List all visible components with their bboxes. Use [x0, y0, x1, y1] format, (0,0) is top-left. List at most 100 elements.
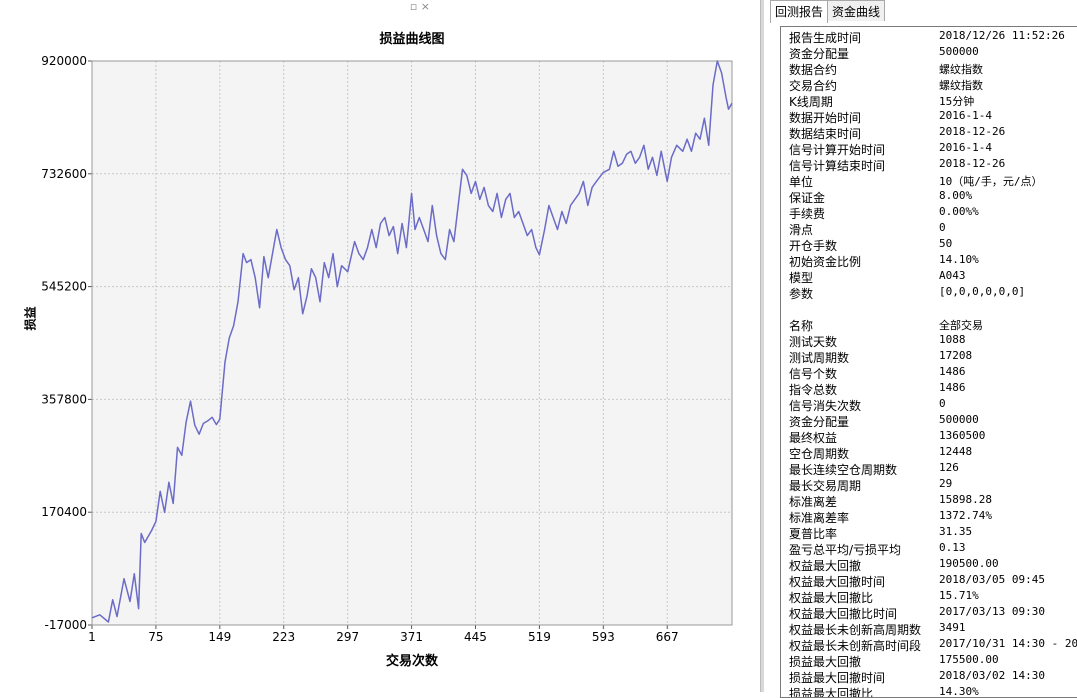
x-tick-label: 297 — [336, 630, 359, 644]
x-tick-label: 667 — [656, 630, 679, 644]
report-value: 2017/03/13 09:30 — [939, 605, 1045, 618]
report-list: 报告生成时间 2018/12/26 11:52:26 资金分配量 500000 数据合约… — [780, 26, 1077, 698]
report-label: 最长连续空仓周期数 — [789, 463, 898, 477]
report-label: 指令总数 — [789, 383, 838, 397]
plot-border — [91, 60, 733, 626]
report-value: 190500.00 — [939, 557, 999, 570]
report-value: 2018/03/05 09:45 — [939, 573, 1045, 586]
report-value: 全部交易 — [939, 319, 983, 332]
x-tick-label: 223 — [272, 630, 295, 644]
window-controls[interactable]: ▫ × — [409, 0, 430, 13]
report-label: 信号计算开始时间 — [789, 143, 886, 157]
report-label: 权益最大回撤比 — [789, 591, 874, 605]
report-value: 0 — [939, 397, 946, 410]
chart-pane: 1 75 149 223 297 371 445 519 593 667 -17000 170400 3… — [23, 0, 733, 669]
pane-divider[interactable] — [760, 0, 765, 692]
report-value: 2016-1-4 — [939, 109, 992, 122]
x-tick-label: 149 — [208, 630, 231, 644]
report-value: 2018/03/02 14:30 — [939, 669, 1045, 682]
report-label: 信号消失次数 — [789, 399, 862, 413]
y-tick-label: 545200 — [41, 280, 87, 294]
report-label: 手续费 — [789, 207, 826, 221]
x-tick-label: 75 — [148, 630, 163, 644]
report-label: 信号个数 — [789, 367, 838, 381]
report-value: 2018-12-26 — [939, 157, 1006, 170]
report-label: 资金分配量 — [789, 47, 850, 61]
report-label: 空仓周期数 — [789, 447, 850, 461]
report-value: 15分钟 — [939, 95, 975, 108]
report-label: 标准离差 — [789, 495, 838, 509]
x-axis-label: 交易次数 — [385, 654, 438, 669]
report-value: 2018-12-26 — [939, 125, 1006, 138]
report-label: 单位 — [789, 175, 814, 189]
y-tick-label: 170400 — [41, 505, 87, 519]
report-value: 175500.00 — [939, 653, 999, 666]
report-value: 31.35 — [939, 525, 973, 538]
report-label: 权益最大回撤比时间 — [789, 607, 898, 621]
report-value: 500000 — [939, 45, 979, 58]
y-tick-label: -17000 — [44, 618, 87, 632]
report-value: 50 — [939, 237, 953, 250]
report-label: 测试天数 — [789, 335, 838, 349]
report-value: 1088 — [939, 333, 966, 346]
report-label: 参数 — [789, 287, 814, 301]
report-value: 12448 — [939, 445, 973, 458]
report-label: 最长交易周期 — [789, 479, 862, 493]
report-value: 1360500 — [939, 429, 986, 442]
tab-backtest-report[interactable]: 回测报告 — [770, 0, 829, 23]
report-label: 数据结束时间 — [789, 127, 862, 141]
report-label: 名称 — [789, 319, 814, 333]
x-tick-label: 519 — [528, 630, 551, 644]
report-label: 开仓手数 — [789, 239, 838, 253]
report-value: 15.71% — [939, 589, 979, 602]
report-value: 螺纹指数 — [939, 79, 983, 92]
report-label: 数据开始时间 — [789, 111, 862, 125]
report-label: 损益最大回撤时间 — [789, 671, 886, 685]
report-label: 权益最大回撤时间 — [789, 575, 886, 589]
report-label: 损益最大回撤 — [789, 655, 862, 669]
tab-equity-curve[interactable]: 资金曲线 — [827, 0, 886, 21]
report-value: 3491 — [939, 621, 966, 634]
report-label: K线周期 — [789, 95, 833, 109]
report-value: 8.00% — [939, 189, 973, 202]
report-label: 报告生成时间 — [789, 31, 862, 45]
tab-bar: 回测报告 资金曲线 — [770, 0, 886, 23]
report-pane: 回测报告 资金曲线 报告生成时间 2018/12/26 11:52:26 资金分配量… — [764, 0, 1077, 698]
report-value: 10（吨/手，元/点） — [939, 175, 1043, 188]
x-tick-label: 1 — [88, 630, 96, 644]
x-tick-label: 445 — [464, 630, 487, 644]
report-label: 标准离差率 — [789, 511, 850, 525]
report-label: 资金分配量 — [789, 415, 850, 429]
report-value: 2016-1-4 — [939, 141, 992, 154]
report-label: 保证金 — [789, 191, 826, 205]
report-value: 1372.74% — [939, 509, 992, 522]
report-value: 0.00%% — [939, 205, 979, 218]
report-label: 权益最大回撤 — [789, 559, 862, 573]
chart-title: 损益曲线图 — [379, 32, 445, 47]
report-value: 29 — [939, 477, 953, 490]
report-value: 17208 — [939, 349, 973, 362]
report-label: 测试周期数 — [789, 351, 850, 365]
report-label: 权益最长未创新高时间段 — [789, 639, 922, 653]
report-value: 0.13 — [939, 541, 966, 554]
x-tick-label: 371 — [400, 630, 423, 644]
report-value: [0,0,0,0,0,0] — [939, 285, 1026, 298]
report-value: 2018/12/26 11:52:26 — [939, 29, 1065, 42]
y-tick-label: 357800 — [41, 392, 87, 406]
report-value: 0 — [939, 221, 946, 234]
report-value: 1486 — [939, 381, 966, 394]
y-axis-label: 损益 — [23, 306, 38, 331]
report-value: 126 — [939, 461, 959, 474]
y-tick-label: 920000 — [41, 54, 87, 68]
pnl-series-line — [91, 60, 733, 623]
report-value: 500000 — [939, 413, 979, 426]
report-label: 最终权益 — [789, 431, 838, 445]
report-value: 2017/10/31 14:30 - 2018 — [939, 637, 1077, 650]
report-value: 14.10% — [939, 253, 979, 266]
x-tick-label: 593 — [592, 630, 615, 644]
report-label: 数据合约 — [789, 63, 838, 77]
report-label: 盈亏总平均/亏损平均 — [789, 543, 902, 557]
report-label: 交易合约 — [789, 79, 838, 93]
chart-svg: 1 75 149 223 297 371 445 519 593 667 -17000 170400 3… — [41, 54, 733, 644]
report-value: 15898.28 — [939, 493, 992, 506]
